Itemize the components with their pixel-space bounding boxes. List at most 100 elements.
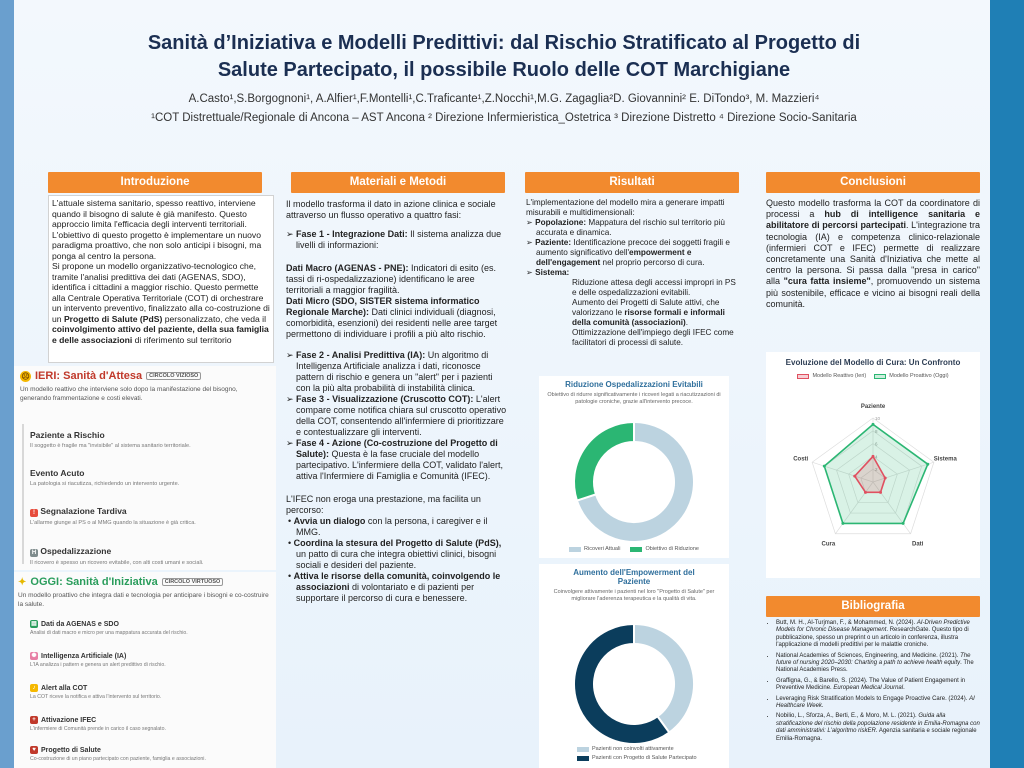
legend-item: Modello Proattivo (Oggi)	[874, 373, 949, 379]
authors: A.Casto¹,S.Borgognoni¹, A.Alfier¹,F.Mont…	[188, 93, 820, 105]
radar-tick-label: 8	[875, 429, 878, 434]
radar-point	[871, 454, 875, 458]
affiliations: ¹COT Distrettuale/Regionale di Ancona – …	[151, 112, 857, 124]
radar-point	[853, 474, 857, 478]
alarm-icon: !	[30, 509, 38, 517]
right-edge-band	[990, 0, 1024, 768]
chart-subtitle: Obiettivo di ridurre significativamente …	[547, 392, 721, 405]
methods-bullet: • Coordina la stesura del Progetto di Sa…	[288, 538, 502, 570]
ieri-step: ! Segnalazione Tardiva L'allarme giunge …	[30, 506, 196, 526]
oggi-title: OGGI: Sanità d'Iniziativa	[30, 576, 158, 588]
ieri-panel: ☹ IERI: Sanità d'Attesa CIRCOLO VIZIOSO …	[14, 366, 276, 570]
radar-axis	[812, 461, 874, 483]
database-icon: ▤	[30, 620, 38, 628]
pie-chart-1	[573, 420, 695, 543]
pie-slice	[575, 420, 695, 543]
methods-ifec: L'IFEC non eroga una prestazione, ma fac…	[286, 494, 481, 515]
poster-title: Sanità d’Iniziativa e Modelli Predittivi…	[147, 32, 861, 81]
radar-axis-label: Costi	[793, 457, 808, 463]
brain-icon: ✺	[30, 652, 38, 660]
chart-hospitalizations: Riduzione Ospedalizzazioni Evitabili Obi…	[539, 376, 729, 558]
ieri-title: IERI: Sanità d'Attesa	[35, 370, 143, 382]
oggi-item: ▤ Dati da AGENAS e SDO Analisi di dati ma…	[30, 620, 188, 636]
nurse-icon: +	[30, 716, 38, 724]
left-edge-band	[0, 0, 14, 768]
legend-item: Ricoveri Attuali	[569, 546, 620, 552]
radar-axis	[835, 481, 874, 534]
legend-swatch	[874, 373, 887, 379]
hospital-icon: H	[30, 549, 38, 557]
radar-point	[926, 462, 930, 466]
chart-legend: Pazienti non coinvolti attivamente Pazie…	[577, 746, 697, 761]
bibliography-item: Butt, M. H., Al-Turjman, F., & Mohammed,…	[776, 620, 980, 650]
chart-legend: Ricoveri Attuali Obiettivo di Riduzione	[539, 546, 729, 552]
chart-radar: Evoluzione del Modello di Cura: Un Confr…	[766, 352, 980, 578]
pie-slice	[573, 420, 635, 502]
radar-axis	[872, 461, 934, 483]
legend-item: Modello Reattivo (Ieri)	[797, 373, 866, 379]
ieri-step: H Ospedalizzazione Il ricovero è spesso …	[30, 546, 204, 566]
oggi-item: ♪ Alert alla COT La COT riceve la notific…	[30, 684, 162, 700]
radar-axis	[872, 481, 911, 534]
radar-grid	[848, 455, 898, 504]
radar-tick-label: 6	[875, 442, 878, 447]
ieri-step: Paziente a Rischio Il soggetto è fragile…	[30, 430, 191, 449]
legend-swatch	[577, 755, 589, 761]
section-header-bibliography: Bibliografia	[766, 596, 980, 617]
ieri-step: Evento Acuto La patologia si riacutizza,…	[30, 468, 180, 487]
intro-text: L'attuale sistema sanitario, spesso reat…	[52, 198, 270, 345]
methods-micro: Dati Micro (SDO, SISTER sistema informat…	[286, 296, 498, 339]
bibliography-item: Nobilio, L., Sforza, A., Berti, E., & Mo…	[776, 713, 980, 743]
radar-axis-label: Dati	[912, 541, 924, 547]
radar-chart: Paziente Sistema Dati Cura Costi 10 8 6 4 2	[793, 404, 957, 547]
legend-item: Pazienti non coinvolti attivamente	[577, 746, 697, 752]
radar-tick-label: 4	[875, 454, 878, 459]
radar-series	[853, 455, 887, 494]
poster: Sanità d’Iniziativa e Modelli Predittivi…	[14, 0, 990, 768]
radar-series	[823, 423, 929, 525]
heart-icon: ♥	[30, 746, 38, 754]
results-popolazione: Popolazione: Mappatura del rischio sul t…	[526, 218, 738, 238]
section-header-results: Risultati	[525, 172, 739, 193]
intro-box	[48, 195, 274, 363]
radar-point	[883, 476, 887, 480]
ieri-description: Un modello reattivo che interviene solo …	[20, 386, 238, 402]
chart-title: Riduzione Ospedalizzazioni Evitabili	[565, 380, 703, 389]
chart-subtitle: Coinvolgere attivamente i pazienti nel l…	[553, 589, 715, 602]
radar-point	[841, 521, 845, 525]
results-text: L'implementazione del modello mira a gen…	[526, 198, 738, 348]
results-sistema: Sistema:	[526, 268, 738, 278]
sad-face-icon: ☹	[20, 370, 31, 382]
radar-tick-label: 10	[875, 416, 881, 421]
section-header-conclusions: Conclusioni	[766, 172, 980, 193]
chart-legend: Modello Reattivo (Ieri) Modello Proattiv…	[766, 373, 980, 379]
radar-point	[822, 464, 826, 468]
legend-item: Obiettivo di Riduzione	[630, 546, 699, 552]
ieri-badge: CIRCOLO VIZIOSO	[146, 372, 202, 380]
bibliography-list: Butt, M. H., Al-Turjman, F., & Mohammed,…	[766, 620, 980, 746]
bell-icon: ♪	[30, 684, 38, 692]
methods-phase-3: Fase 3 - Visualizzazione (Cruscotto COT)…	[286, 394, 508, 438]
bibliography-item: Graffigna, G., & Barello, S. (2024). The…	[776, 678, 980, 693]
oggi-panel: ✦ OGGI: Sanità d'Iniziativa CIRCOLO VIRT…	[14, 572, 276, 768]
oggi-item: ♥ Progetto di Salute Co-costruzione di un…	[30, 746, 206, 762]
results-sistema-detail: Riduzione attesa degli accessi impropri …	[572, 278, 736, 347]
radar-tick-label: 2	[875, 467, 878, 472]
radar-point	[901, 521, 905, 525]
oggi-badge: CIRCOLO VIRTUOSO	[161, 578, 224, 586]
radar-grid	[811, 417, 935, 535]
results-paziente: Paziente: Identificazione precoce dei so…	[526, 238, 738, 268]
oggi-item: + Attivazione IFEC L'infermiere di Comuni…	[30, 716, 166, 732]
radar-point	[871, 422, 875, 426]
pie-slice	[633, 622, 695, 734]
pie-chart-2	[573, 622, 695, 745]
section-header-intro: Introduzione	[48, 172, 262, 193]
legend-item: Pazienti con Progetto di Salute Partecip…	[577, 755, 697, 761]
methods-phase-2: Fase 2 - Analisi Predittiva (IA): Un alg…	[286, 350, 508, 394]
ieri-timeline	[22, 424, 24, 564]
section-header-methods: Materiali e Metodi	[291, 172, 505, 193]
radar-grid	[836, 443, 910, 514]
sparkle-icon: ✦	[18, 576, 27, 588]
pie-slice	[573, 622, 671, 745]
methods-phase-1: Fase 1 - Integrazione Dati: Il sistema a…	[286, 229, 508, 251]
